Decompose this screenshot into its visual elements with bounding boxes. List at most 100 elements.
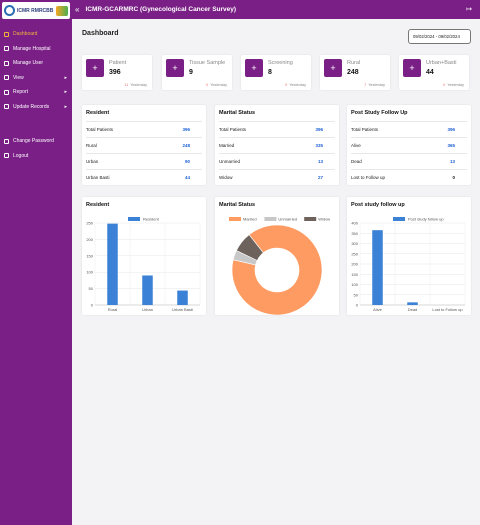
table-row: Married 335 [219,137,335,153]
sidebar-item-label: View [13,74,24,81]
exit-icon[interactable]: ↦ [466,6,472,13]
legend-swatch[interactable] [304,217,317,221]
sidebar-item-report[interactable]: Report ▸ [0,85,72,100]
sidebar-item-label: Report [13,89,29,96]
stat-label: Screening [268,60,293,66]
followup-chart-card: Post study follow up Post study follow u… [347,197,471,315]
card-title: Post Study Follow Up [351,110,408,116]
file-icon [4,89,9,95]
y-tick-label: 400 [351,221,358,226]
table-row: Dead 13 [351,153,467,169]
add-user-icon: + [86,59,104,77]
logo-text: ICMR RMRCBB [17,7,54,14]
bar[interactable] [107,223,118,305]
y-tick-label: 100 [351,282,358,287]
stat-yesterday: 11 Yesterday [124,83,147,87]
stat-card-screening: + Screening 8 0 Yesterday [241,55,311,90]
stat-label: Tissue Sample [189,60,226,66]
x-tick-label: Dead [408,307,418,312]
marital-pie-chart: Married Unmarried Widow [229,217,330,315]
card-title: Resident [86,202,110,208]
y-tick-label: 350 [351,231,358,236]
stat-value: 44 [426,69,434,76]
stat-yesterday: 0 Yesterday [443,83,464,87]
chevron-right-icon: ▸ [64,74,67,81]
legend-swatch[interactable] [229,217,241,221]
marital-chart-card: Marital Status Married Unmarried Widow [215,197,339,315]
followup-table-card: Post Study Follow Up Total Patients 396 A… [347,105,471,185]
stat-card-rural: + Rural 248 7 Yesterday [320,55,390,90]
stat-label: Urban+Basti [426,60,457,66]
pie-slice[interactable] [231,224,323,315]
sidebar-nav: Dashboard Manage Hospital Manage User Vi… [0,27,72,163]
key-icon [4,138,9,144]
page-title: Dashboard [82,30,119,37]
y-tick-label: 100 [86,270,93,275]
add-user-icon: + [245,59,263,77]
stat-label: Patient [109,60,127,66]
legend-swatch[interactable] [128,217,140,221]
app-title: ICMR-GCARMRC (Gynecological Cancer Surve… [85,6,237,13]
card-title: Marital Status [219,110,256,116]
card-title: Resident [86,110,110,116]
y-tick-label: 150 [86,253,93,258]
table-row: Total Patients 396 [351,121,467,137]
x-tick-label: Alive [373,307,382,312]
emblem-icon [56,5,68,16]
building-icon [4,46,9,52]
stat-yesterday: 0 Yesterday [206,83,227,87]
x-tick-label: Urban [142,307,153,312]
stat-label: Rural [347,60,361,66]
marital-table-card: Marital Status Total Patients 396 Married… [215,105,339,185]
resident-chart-card: Resident Resident 0 50 100 150 200 250 Rural Urb… [82,197,206,315]
sidebar-item-label: Manage User [13,60,44,67]
table-row: Total Patients 396 [86,121,202,137]
stat-card-patient: + Patient 396 11 Yesterday [82,55,152,90]
legend-swatch[interactable] [264,217,277,221]
sidebar-item-label: Change Password [13,138,54,145]
top-bar: « ICMR-GCARMRC (Gynecological Cancer Sur… [72,0,480,19]
sidebar-item-view[interactable]: View ▸ [0,71,72,86]
bar[interactable] [372,230,383,305]
table-row: Unmarried 13 [219,153,335,169]
pie-slice[interactable] [236,234,264,261]
grid-icon [4,31,9,37]
sidebar-item-label: Logout [13,152,29,159]
x-tick-label: Lost to Follow up [432,307,463,312]
bar[interactable] [142,275,153,305]
table-row: Urban Basti 44 [86,169,202,185]
sidebar-item-dashboard[interactable]: Dashboard [0,27,72,42]
sidebar-item-label: Manage Hospital [13,45,51,52]
sidebar-item-change-password[interactable]: Change Password [0,134,72,149]
sidebar: ICMR RMRCBB Dashboard Manage Hospital Ma… [0,0,72,525]
y-tick-label: 200 [351,262,358,267]
bar[interactable] [177,290,188,305]
followup-bar-chart: Post study follow up 0 50 100 150 200 250 300 35… [351,217,466,312]
y-tick-label: 250 [351,251,358,256]
sidebar-item-update-records[interactable]: Update Records ▸ [0,100,72,115]
card-title: Post study follow up [351,202,405,208]
card-title: Marital Status [219,202,256,208]
stat-value: 396 [109,69,121,76]
bar[interactable] [407,302,418,305]
legend-swatch[interactable] [393,217,405,221]
date-range-picker[interactable]: 09/02/2024 - 09/02/2024 [408,29,471,44]
chevron-right-icon: ▸ [64,89,67,95]
collapse-sidebar-icon[interactable]: « [75,5,80,14]
chevron-right-icon: ▸ [64,103,67,110]
sidebar-item-manage-hospital[interactable]: Manage Hospital [0,42,72,57]
legend-label: Post study follow up [408,217,444,222]
y-tick-label: 0 [91,303,94,308]
table-row: Lost to Follow up 0 [351,169,467,185]
y-tick-label: 200 [86,237,93,242]
eye-icon [4,75,9,81]
sidebar-item-logout[interactable]: Logout [0,149,72,164]
stat-yesterday: 0 Yesterday [285,83,306,87]
stat-card-tissue-sample: + Tissue Sample 9 0 Yesterday [162,55,232,90]
sidebar-item-manage-user[interactable]: Manage User [0,56,72,71]
edit-icon [4,104,9,110]
app-logo[interactable]: ICMR RMRCBB [2,2,70,19]
stat-value: 248 [347,69,359,76]
logo-mark-icon [4,5,15,16]
table-row: Urban 90 [86,153,202,169]
